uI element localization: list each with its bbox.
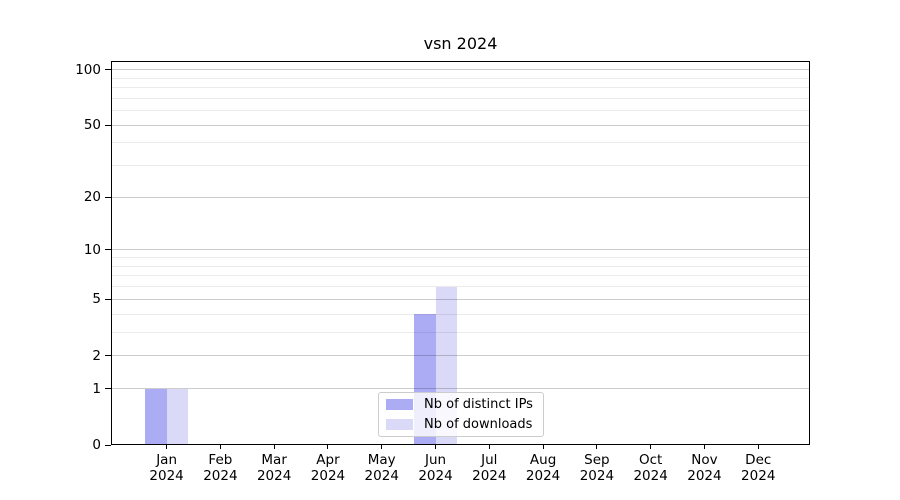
gridline-major-10 bbox=[112, 249, 809, 251]
x-tick-month-mar: Mar bbox=[261, 452, 287, 468]
gridline-minor-9 bbox=[112, 257, 809, 259]
gridline-minor-30 bbox=[112, 165, 809, 167]
x-tick-label-mar: Mar 2024 bbox=[244, 452, 304, 484]
x-tick-mar bbox=[273, 445, 275, 449]
gridline-major-5 bbox=[112, 298, 809, 300]
x-tick-year-aug: 2024 bbox=[525, 468, 561, 484]
y-tick-1 bbox=[105, 388, 111, 390]
x-tick-oct bbox=[650, 445, 652, 449]
gridline-minor-80 bbox=[112, 87, 809, 89]
gridline-major-2 bbox=[112, 355, 809, 357]
x-tick-month-jan: Jan bbox=[156, 452, 177, 468]
legend-label-nb-of-distinct-ips: Nb of distinct IPs bbox=[424, 397, 533, 412]
x-tick-jun bbox=[435, 445, 437, 449]
y-tick-10 bbox=[105, 249, 111, 251]
x-tick-label-nov: Nov 2024 bbox=[674, 452, 734, 484]
gridline-minor-60 bbox=[112, 110, 809, 112]
y-tick-label-2: 2 bbox=[92, 347, 101, 364]
gridline-major-20 bbox=[112, 196, 809, 198]
x-tick-label-aug: Aug 2024 bbox=[513, 452, 573, 484]
x-tick-label-oct: Oct 2024 bbox=[621, 452, 681, 484]
x-tick-month-jun: Jun bbox=[424, 452, 447, 468]
gridline-minor-4 bbox=[112, 313, 809, 315]
x-tick-label-dec: Dec 2024 bbox=[728, 452, 788, 484]
x-tick-label-feb: Feb 2024 bbox=[190, 452, 250, 484]
gridline-minor-6 bbox=[112, 286, 809, 288]
y-tick-20 bbox=[105, 196, 111, 198]
x-tick-aug bbox=[542, 445, 544, 449]
gridline-minor-8 bbox=[112, 265, 809, 267]
x-tick-feb bbox=[219, 445, 221, 449]
x-tick-month-apr: Apr bbox=[316, 452, 340, 468]
x-tick-year-oct: 2024 bbox=[633, 468, 668, 484]
gridline-minor-90 bbox=[112, 77, 809, 79]
x-tick-year-dec: 2024 bbox=[741, 468, 776, 484]
x-tick-month-feb: Feb bbox=[208, 452, 233, 468]
x-tick-month-oct: Oct bbox=[638, 452, 663, 468]
gridline-major-1 bbox=[112, 388, 809, 390]
x-tick-month-nov: Nov bbox=[691, 452, 718, 468]
x-tick-month-aug: Aug bbox=[529, 452, 557, 468]
gridline-major-50 bbox=[112, 124, 809, 126]
y-tick-label-0: 0 bbox=[92, 437, 101, 453]
x-tick-label-jul: Jul 2024 bbox=[459, 452, 519, 484]
x-tick-year-jan: 2024 bbox=[149, 468, 184, 484]
gridline-minor-70 bbox=[112, 97, 809, 99]
x-tick-label-jun: Jun 2024 bbox=[406, 452, 466, 484]
y-tick-50 bbox=[105, 124, 111, 126]
x-tick-label-sep: Sep 2024 bbox=[567, 452, 627, 484]
y-tick-2 bbox=[105, 355, 111, 357]
x-tick-year-jul: 2024 bbox=[472, 468, 507, 484]
x-tick-year-apr: 2024 bbox=[310, 468, 346, 484]
y-tick-0 bbox=[105, 444, 111, 446]
x-tick-year-mar: 2024 bbox=[256, 468, 292, 484]
x-tick-year-sep: 2024 bbox=[579, 468, 615, 484]
bar-nb-of-distinct-ips-jan bbox=[145, 388, 167, 445]
y-tick-label-1: 1 bbox=[92, 380, 101, 397]
gridline-minor-7 bbox=[112, 275, 809, 277]
y-tick-label-50: 50 bbox=[83, 117, 101, 134]
x-tick-year-feb: 2024 bbox=[203, 468, 238, 484]
x-tick-label-apr: Apr 2024 bbox=[298, 452, 358, 484]
y-tick-label-100: 100 bbox=[75, 61, 101, 78]
x-tick-year-may: 2024 bbox=[364, 468, 399, 484]
legend-item-nb-of-downloads: Nb of downloads bbox=[386, 416, 535, 433]
x-tick-apr bbox=[327, 445, 329, 449]
y-tick-100 bbox=[105, 69, 111, 71]
x-tick-label-jan: Jan 2024 bbox=[137, 452, 197, 484]
legend-swatch-nb-of-downloads bbox=[386, 419, 413, 430]
x-tick-month-dec: Dec bbox=[745, 452, 772, 468]
chart-title: vsn 2024 bbox=[423, 34, 498, 53]
x-tick-sep bbox=[596, 445, 598, 449]
x-tick-jul bbox=[488, 445, 490, 449]
x-tick-jan bbox=[166, 445, 168, 449]
x-tick-month-may: May bbox=[367, 452, 396, 468]
legend-item-nb-of-distinct-ips: Nb of distinct IPs bbox=[386, 396, 535, 413]
y-tick-label-10: 10 bbox=[83, 241, 101, 258]
bar-nb-of-downloads-jan bbox=[166, 388, 189, 445]
y-tick-5 bbox=[105, 298, 111, 300]
x-tick-year-nov: 2024 bbox=[687, 468, 722, 484]
legend: Nb of distinct IPs Nb of downloads bbox=[378, 392, 544, 437]
gridline-minor-3 bbox=[112, 331, 809, 333]
gridline-minor-40 bbox=[112, 142, 809, 144]
gridline-major-100 bbox=[112, 69, 809, 71]
legend-swatch-nb-of-distinct-ips bbox=[386, 399, 413, 410]
x-tick-month-jul: Jul bbox=[481, 452, 498, 468]
x-tick-month-sep: Sep bbox=[584, 452, 610, 468]
x-tick-may bbox=[381, 445, 383, 449]
x-tick-nov bbox=[703, 445, 705, 449]
y-tick-label-20: 20 bbox=[83, 189, 101, 206]
legend-label-nb-of-downloads: Nb of downloads bbox=[424, 417, 533, 432]
x-tick-dec bbox=[757, 445, 759, 449]
x-tick-year-jun: 2024 bbox=[418, 468, 453, 484]
x-tick-label-may: May 2024 bbox=[352, 452, 412, 484]
y-tick-label-5: 5 bbox=[92, 291, 101, 308]
